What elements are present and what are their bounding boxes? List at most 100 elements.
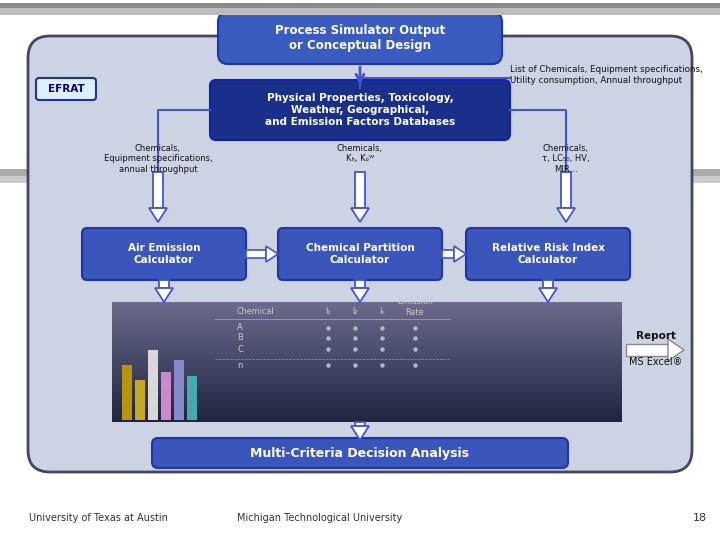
Bar [112, 393, 622, 394]
Bar [626, 344, 668, 356]
Bar [112, 332, 622, 333]
Text: Relative Risk Index
Calculator: Relative Risk Index Calculator [492, 243, 605, 265]
Text: Chemical: Chemical [236, 307, 274, 316]
Bar [112, 374, 622, 375]
Bar [112, 309, 622, 310]
Bar [135, 380, 145, 420]
Bar [112, 404, 622, 405]
Polygon shape [351, 426, 369, 440]
Text: MS Excel®: MS Excel® [629, 357, 683, 367]
Bar [112, 407, 622, 408]
Bar [112, 317, 622, 318]
Bar [112, 392, 622, 393]
Bar [112, 329, 622, 330]
Bar [174, 360, 184, 420]
Bar [112, 322, 622, 323]
Bar [112, 375, 622, 376]
Bar [112, 304, 622, 305]
Bar [112, 302, 622, 303]
Bar [112, 385, 622, 386]
Bar [0, 8, 720, 15]
Bar [112, 314, 622, 315]
Bar [112, 369, 622, 370]
Bar [122, 365, 132, 420]
Bar [112, 327, 622, 328]
FancyBboxPatch shape [466, 228, 630, 280]
Bar [112, 365, 622, 366]
Bar [112, 303, 622, 304]
Bar [112, 320, 622, 321]
Bar [112, 359, 622, 360]
Bar [112, 383, 622, 384]
Text: A: A [237, 323, 243, 333]
Bar [112, 334, 622, 335]
Bar [112, 364, 622, 365]
Text: n: n [238, 361, 243, 369]
Text: C: C [237, 345, 243, 354]
Bar [112, 318, 622, 319]
Bar [112, 413, 622, 414]
Text: Report: Report [636, 331, 676, 341]
Text: Multi-Criteria Decision Analysis: Multi-Criteria Decision Analysis [251, 447, 469, 460]
Bar [112, 416, 622, 417]
Bar [112, 361, 622, 362]
Text: Chemical Partition
Calculator: Chemical Partition Calculator [305, 243, 415, 265]
Bar [112, 312, 622, 313]
Bar [112, 339, 622, 340]
Bar [355, 172, 365, 208]
Bar [187, 376, 197, 420]
Bar [0, 176, 720, 183]
Bar [153, 172, 163, 208]
Bar [112, 395, 622, 396]
Bar [112, 330, 622, 331]
Bar [112, 340, 622, 341]
Bar [112, 316, 622, 317]
Bar [112, 415, 622, 416]
Polygon shape [454, 246, 466, 262]
Bar [112, 319, 622, 320]
Bar [112, 362, 622, 363]
Bar [112, 417, 622, 418]
Bar [112, 343, 622, 344]
Bar [112, 387, 622, 388]
Bar [112, 421, 622, 422]
Bar [355, 280, 365, 288]
Bar [112, 373, 622, 374]
Bar [112, 410, 622, 411]
Bar [112, 401, 622, 402]
Bar [112, 400, 622, 401]
Bar [112, 308, 622, 309]
FancyBboxPatch shape [36, 78, 96, 100]
Text: Chemicals,
τ, LC₅₀, HV,
MIR…: Chemicals, τ, LC₅₀, HV, MIR… [542, 144, 590, 174]
Text: University of Texas at Austin: University of Texas at Austin [29, 513, 168, 523]
Bar [0, 169, 720, 176]
Bar [112, 360, 622, 361]
Bar [112, 311, 622, 312]
Bar [112, 336, 622, 337]
Bar [561, 172, 571, 208]
Bar [112, 348, 622, 349]
Bar [112, 331, 622, 332]
Bar [112, 411, 622, 412]
Bar [112, 363, 622, 364]
Bar [112, 406, 622, 407]
Text: Process Simulator Output
or Conceptual Design: Process Simulator Output or Conceptual D… [275, 24, 445, 52]
Bar [112, 357, 622, 358]
Bar [112, 358, 622, 359]
Bar [112, 379, 622, 380]
Bar [112, 355, 622, 356]
Bar [112, 346, 622, 347]
Bar [112, 396, 622, 397]
Bar [246, 250, 266, 258]
Bar [442, 250, 454, 258]
Text: Chemicals,
Equipment specifications,
annual throughput: Chemicals, Equipment specifications, ann… [104, 144, 212, 174]
Polygon shape [266, 246, 278, 262]
Text: Air Emission
Calculator: Air Emission Calculator [127, 243, 200, 265]
FancyBboxPatch shape [152, 438, 568, 468]
Polygon shape [149, 208, 167, 222]
Bar [112, 397, 622, 398]
FancyBboxPatch shape [28, 36, 692, 472]
Bar [112, 371, 622, 372]
Bar [112, 315, 622, 316]
Bar [112, 344, 622, 345]
